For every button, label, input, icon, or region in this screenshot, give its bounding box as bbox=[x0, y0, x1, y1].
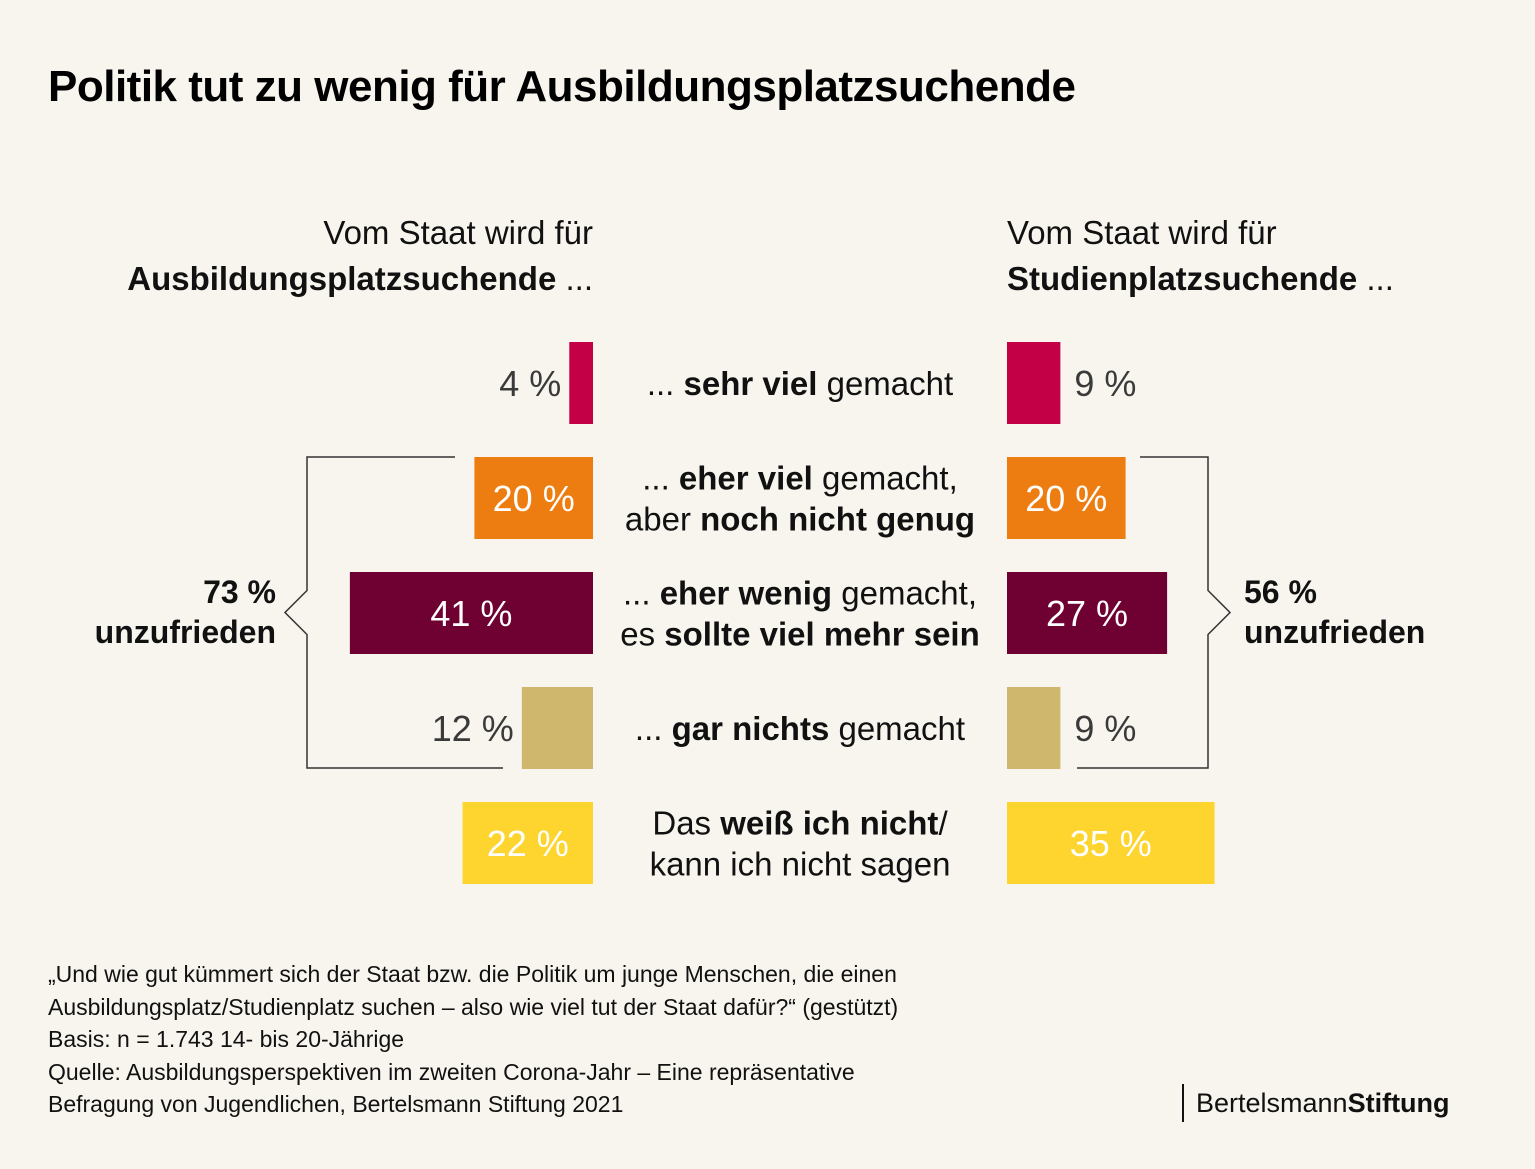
category-label-text: Das bbox=[652, 805, 720, 842]
value-label-left: 12 % bbox=[432, 708, 514, 749]
category-label-bold: eher wenig bbox=[660, 575, 832, 612]
value-label-left: 22 % bbox=[487, 823, 569, 864]
bar-right bbox=[1007, 342, 1061, 424]
category-label-text: aber bbox=[625, 501, 700, 538]
value-label-left: 4 % bbox=[499, 363, 561, 404]
category-label-bold: sehr viel bbox=[684, 365, 818, 402]
chart-title: Politik tut zu wenig für Ausbildungsplat… bbox=[48, 62, 1076, 111]
footnote: „Und wie gut kümmert sich der Staat bzw.… bbox=[48, 958, 898, 1121]
category-label-text: gemacht bbox=[817, 365, 953, 402]
category-label-text: ... bbox=[623, 575, 660, 612]
bar-right bbox=[1007, 687, 1061, 769]
category-label-text: es bbox=[620, 616, 664, 653]
bracket-right bbox=[1077, 456, 1232, 769]
value-label-right: 35 % bbox=[1070, 823, 1152, 864]
category-label-bold: eher viel bbox=[679, 460, 813, 497]
bar-right bbox=[1007, 572, 1168, 654]
category-label: ... sehr viel gemacht bbox=[647, 365, 953, 402]
left-header-bold: Ausbildungsplatzsuchende bbox=[127, 260, 557, 297]
right-header-bold: Studienplatzsuchende bbox=[1007, 260, 1358, 297]
value-label-right: 20 % bbox=[1025, 478, 1107, 519]
value-label-right: 9 % bbox=[1074, 363, 1136, 404]
left-header-suffix: ... bbox=[556, 260, 593, 297]
category-label-bold: weiß ich nicht bbox=[719, 805, 938, 842]
category-label: kann ich nicht sagen bbox=[650, 846, 951, 883]
category-label-text: / bbox=[938, 805, 948, 842]
bracket-left bbox=[283, 456, 503, 769]
category-label-bold: noch nicht genug bbox=[700, 501, 975, 538]
brand-logo: BertelsmannStiftung bbox=[1182, 1084, 1450, 1122]
category-label: es sollte viel mehr sein bbox=[620, 616, 980, 653]
brand-regular: Bertelsmann bbox=[1196, 1088, 1348, 1118]
value-label-left: 20 % bbox=[493, 478, 575, 519]
summary-label-right: unzufrieden bbox=[1244, 614, 1425, 650]
category-label: ... eher viel gemacht, bbox=[642, 460, 958, 497]
bar-left bbox=[474, 457, 593, 539]
bar-right bbox=[1007, 457, 1126, 539]
footnote-line: „Und wie gut kümmert sich der Staat bzw.… bbox=[48, 961, 897, 987]
left-series-header: Vom Staat wird für Ausbildungsplatzsuche… bbox=[127, 210, 593, 302]
footnote-line: Basis: n = 1.743 14- bis 20-Jährige bbox=[48, 1026, 405, 1052]
bar-left bbox=[569, 342, 593, 424]
category-label-bold: gar nichts bbox=[672, 710, 830, 747]
right-header-line2: Studienplatzsuchende ... bbox=[1007, 256, 1394, 302]
category-label-text: gemacht, bbox=[813, 460, 958, 497]
category-label: Das weiß ich nicht/ bbox=[652, 805, 948, 842]
value-label-right: 9 % bbox=[1074, 708, 1136, 749]
left-header-line2: Ausbildungsplatzsuchende ... bbox=[127, 256, 593, 302]
value-label-left: 41 % bbox=[430, 593, 512, 634]
category-label: ... eher wenig gemacht, bbox=[623, 575, 977, 612]
bar-right bbox=[1007, 802, 1215, 884]
category-label-text: ... bbox=[642, 460, 679, 497]
footnote-line: Befragung von Jugendlichen, Bertelsmann … bbox=[48, 1091, 624, 1117]
category-label-text: kann ich nicht sagen bbox=[650, 846, 951, 883]
category-label-text: ... bbox=[647, 365, 684, 402]
bar-left bbox=[462, 802, 593, 884]
summary-value-right: 56 % bbox=[1244, 574, 1317, 610]
category-label: ... gar nichts gemacht bbox=[635, 710, 965, 747]
bar-left bbox=[521, 687, 593, 769]
value-label-right: 27 % bbox=[1046, 593, 1128, 634]
category-label-text: gemacht bbox=[829, 710, 965, 747]
summary-label-left: unzufrieden bbox=[95, 614, 276, 650]
category-label-text: ... bbox=[635, 710, 672, 747]
right-header-line1: Vom Staat wird für bbox=[1007, 214, 1277, 251]
bar-left bbox=[349, 572, 593, 654]
brand-bold: Stiftung bbox=[1347, 1088, 1450, 1118]
summary-value-left: 73 % bbox=[203, 574, 276, 610]
left-header-line1: Vom Staat wird für bbox=[323, 214, 593, 251]
category-label-bold: sollte viel mehr sein bbox=[664, 616, 979, 653]
footnote-line: Quelle: Ausbildungsperspektiven im zweit… bbox=[48, 1058, 855, 1085]
footnote-line: Ausbildungsplatz/Studienplatz suchen – a… bbox=[48, 993, 899, 1020]
category-label-text: gemacht, bbox=[832, 575, 977, 612]
category-label: aber noch nicht genug bbox=[625, 501, 975, 538]
right-header-suffix: ... bbox=[1357, 260, 1394, 297]
right-series-header: Vom Staat wird für Studienplatzsuchende … bbox=[1007, 210, 1394, 302]
